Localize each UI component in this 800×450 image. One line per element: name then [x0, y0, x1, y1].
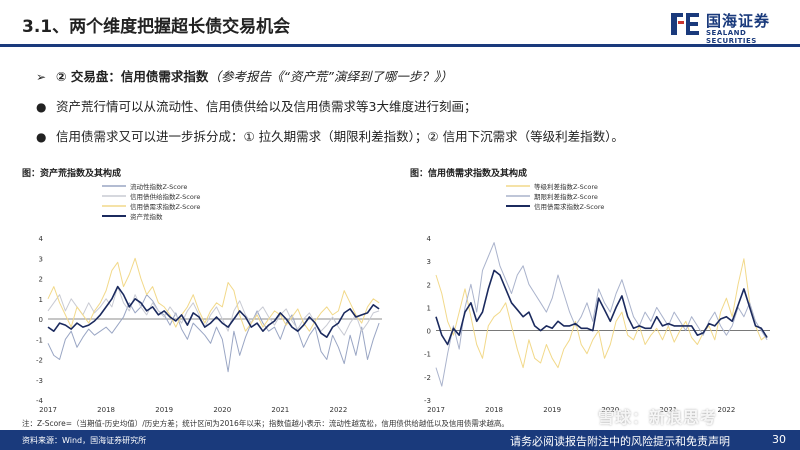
legend-label: 信用债需求指数Z-Score — [130, 202, 200, 211]
x-tick-label: 2022 — [330, 406, 348, 414]
x-tick-label: 2019 — [155, 406, 173, 414]
series-line — [47, 257, 380, 332]
x-tick-label: 2020 — [601, 406, 619, 414]
y-tick-label: 4 — [427, 235, 432, 243]
chart-credit-demand: 等级利差指数Z-Score 期限利差指数Z-Score 信用债需求指数Z-Score… — [410, 178, 780, 418]
sealand-logo-icon — [671, 13, 699, 35]
y-tick-label: -2 — [424, 374, 431, 382]
footer-disclaimer: 请务必阅读报告附注中的风险提示和免责声明 — [510, 435, 730, 448]
y-tick-label: 0 — [427, 328, 431, 336]
y-tick-label: 4 — [39, 235, 44, 243]
company-logo: 国海证券 SEALAND SECURITIES — [668, 9, 793, 45]
x-tick-label: 2021 — [659, 406, 677, 414]
slide-header: 3.1、两个维度把握超长债交易机会 国海证券 SEALAND SECURITIE… — [0, 0, 800, 50]
series-line — [47, 285, 380, 338]
y-tick-label: -1 — [36, 336, 43, 344]
y-tick-label: 1 — [39, 296, 43, 304]
arrow-bullet-icon: ➢ — [36, 70, 47, 84]
y-tick-label: -3 — [36, 377, 43, 385]
legend-label: 等级利差指数Z-Score — [534, 182, 598, 191]
slide-title: 3.1、两个维度把握超长债交易机会 — [22, 17, 291, 37]
legend-label: 信用债需求指数Z-Score — [534, 202, 604, 211]
bullet-text: 信用债需求又可以进一步拆分成：① 拉久期需求（期限利差指数）；② 信用下沉需求（… — [56, 129, 624, 144]
y-tick-label: -3 — [424, 397, 431, 405]
series-line — [435, 258, 768, 369]
x-tick-label: 2018 — [97, 406, 115, 414]
logo-text-en: SEALAND SECURITIES — [706, 29, 757, 45]
y-tick-label: -2 — [36, 357, 43, 365]
bullet-item-trading: ➢ ② 交易盘：信用债需求指数（参考报告《“资产荒”演绎到了哪一步？》） — [36, 66, 776, 96]
x-tick-label: 2022 — [718, 406, 736, 414]
figure-title-asset-shortage: 图：资产荒指数及其构成 — [22, 169, 122, 179]
y-tick-label: 0 — [39, 316, 43, 324]
y-tick-label: 3 — [427, 258, 431, 266]
bullet-heading: ② 交易盘：信用债需求指数 — [56, 69, 209, 84]
legend-label: 流动性指数Z-Score — [130, 182, 187, 191]
series-line — [435, 269, 768, 346]
chart-asset-shortage-svg: 流动性指数Z-Score信用债供给指数Z-Score信用债需求指数Z-Score… — [36, 182, 382, 414]
x-tick-label: 2017 — [39, 406, 57, 414]
y-tick-label: 1 — [427, 304, 431, 312]
dot-bullet-icon: ● — [36, 130, 47, 144]
x-tick-label: 2020 — [213, 406, 231, 414]
chart-credit-demand-svg: 等级利差指数Z-Score期限利差指数Z-Score信用债需求指数Z-Score… — [424, 182, 770, 414]
dot-bullet-icon: ● — [36, 100, 47, 114]
y-tick-label: 2 — [427, 281, 431, 289]
footer-bar: 资料来源：Wind，国海证券研究所 请务必阅读报告附注中的风险提示和免责声明 3… — [0, 430, 800, 450]
bullet-reference: （参考报告《“资产荒”演绎到了哪一步？》） — [208, 69, 453, 84]
bullet-list: ➢ ② 交易盘：信用债需求指数（参考报告《“资产荒”演绎到了哪一步？》） ● 资… — [36, 66, 776, 156]
x-tick-label: 2017 — [427, 406, 445, 414]
chart-asset-shortage: 流动性指数Z-Score 信用债供给指数Z-Score 信用债需求指数Z-Score… — [22, 178, 392, 418]
y-tick-label: -1 — [424, 351, 431, 359]
watermark-text: 雪球：新浪思考 — [598, 408, 718, 427]
legend-label: 信用债供给指数Z-Score — [130, 192, 200, 201]
legend-label: 期限利差指数Z-Score — [534, 192, 598, 201]
series-line — [47, 286, 380, 336]
footer-source: 资料来源：Wind，国海证券研究所 — [22, 436, 147, 445]
x-tick-label: 2021 — [271, 406, 289, 414]
y-tick-label: 3 — [39, 255, 43, 263]
header-divider — [0, 44, 800, 47]
series-line — [435, 242, 768, 387]
y-tick-label: 2 — [39, 276, 43, 284]
page-number: 30 — [772, 433, 786, 446]
bullet-text: 资产荒行情可以从流动性、信用债供给以及信用债需求等3大维度进行刻画； — [56, 99, 477, 114]
bullet-item-dimensions: ● 资产荒行情可以从流动性、信用债供给以及信用债需求等3大维度进行刻画； — [36, 96, 776, 126]
x-tick-label: 2018 — [485, 406, 503, 414]
bullet-item-demand-split: ● 信用债需求又可以进一步拆分成：① 拉久期需求（期限利差指数）；② 信用下沉需… — [36, 126, 776, 156]
chart-footnote: 注：Z-Score=（当期值-历史均值）/历史方差；统计区间为2016年以来；指… — [22, 419, 509, 428]
y-tick-label: -4 — [36, 397, 44, 405]
x-tick-label: 2019 — [543, 406, 561, 414]
legend-label: 资产荒指数 — [130, 212, 163, 221]
series-line — [47, 294, 380, 373]
logo-text-cn: 国海证券 — [706, 12, 771, 30]
figure-title-credit-demand: 图：信用债需求指数及其构成 — [410, 169, 528, 179]
